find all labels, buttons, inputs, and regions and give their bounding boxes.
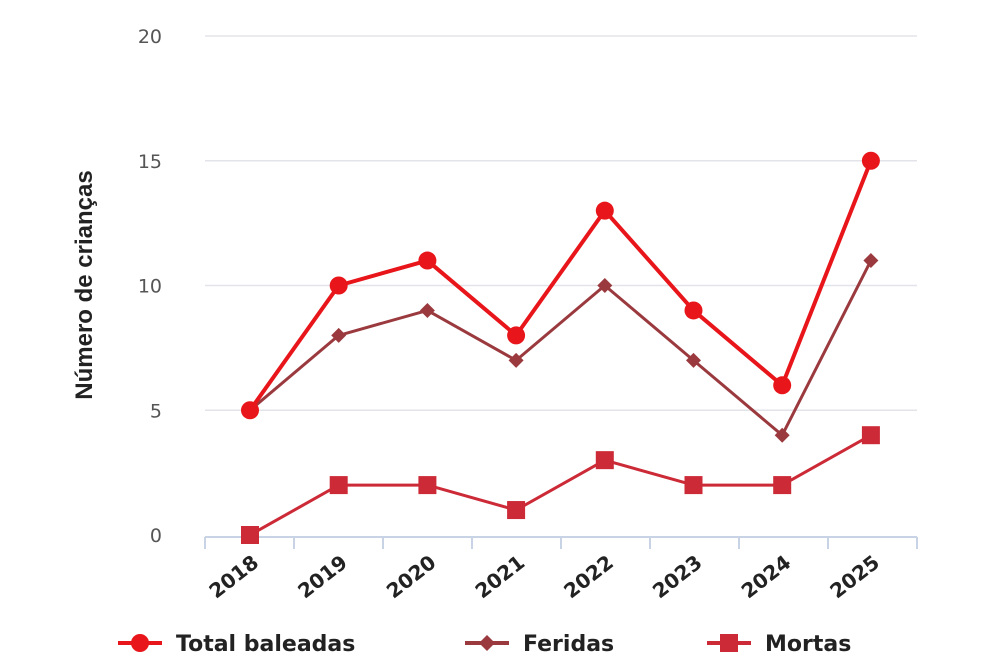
data-point — [684, 476, 703, 495]
series-line — [249, 433, 872, 537]
series-layer — [241, 151, 880, 544]
y-tick-label: 0 — [150, 525, 162, 547]
legend-marker — [131, 634, 149, 652]
data-point — [419, 302, 435, 318]
data-point — [418, 476, 437, 495]
data-point — [329, 276, 348, 295]
x-tick-label: 2019 — [293, 550, 352, 603]
y-axis-ticks: 0 5 10 15 20 — [138, 26, 162, 547]
grid-lines — [205, 35, 917, 411]
y-tick-label: 10 — [138, 276, 162, 298]
y-tick-label: 5 — [150, 400, 162, 422]
legend: Total baleadas Feridas Mortas — [118, 632, 851, 657]
x-axis: 2018 2019 2020 2021 2022 2023 2024 2025 — [204, 536, 918, 603]
legend-item[interactable]: Mortas — [707, 632, 851, 657]
x-tick-label: 2021 — [471, 550, 530, 603]
x-tick-label: 2018 — [204, 550, 263, 603]
legend-label: Total baleadas — [176, 632, 355, 657]
y-tick-label: 20 — [138, 26, 162, 48]
data-point — [861, 151, 880, 170]
x-tick-label: 2023 — [648, 550, 707, 603]
data-point — [595, 451, 614, 470]
data-point — [508, 352, 524, 368]
legend-marker — [720, 634, 738, 652]
legend-label: Feridas — [523, 632, 614, 657]
legend-marker — [479, 635, 495, 651]
x-tick-label: 2025 — [825, 550, 884, 603]
y-axis-label: Número de crianças — [71, 170, 98, 399]
legend-item[interactable]: Feridas — [465, 632, 614, 657]
x-tick-label: 2020 — [382, 550, 441, 603]
data-point — [507, 326, 526, 345]
legend-item[interactable]: Total baleadas — [118, 632, 355, 657]
series-mortas — [241, 426, 880, 544]
data-point — [774, 427, 790, 443]
series-total-baleadas — [241, 151, 880, 420]
data-point — [773, 376, 792, 395]
data-point — [863, 253, 879, 269]
data-point — [507, 501, 526, 520]
data-point — [597, 278, 613, 293]
data-point — [241, 401, 259, 420]
series-line — [249, 259, 873, 437]
data-point — [595, 201, 614, 220]
legend-label: Mortas — [765, 632, 851, 657]
data-point — [773, 476, 792, 495]
data-point — [329, 476, 348, 495]
data-point — [331, 327, 347, 343]
data-point — [418, 251, 437, 270]
series-line — [248, 160, 873, 412]
data-point — [686, 352, 701, 368]
x-tick-label: 2024 — [737, 550, 796, 603]
data-point — [861, 426, 880, 445]
data-point — [684, 301, 703, 320]
x-tick-label: 2022 — [559, 550, 618, 603]
y-tick-label: 15 — [138, 151, 162, 173]
data-point — [241, 526, 259, 544]
